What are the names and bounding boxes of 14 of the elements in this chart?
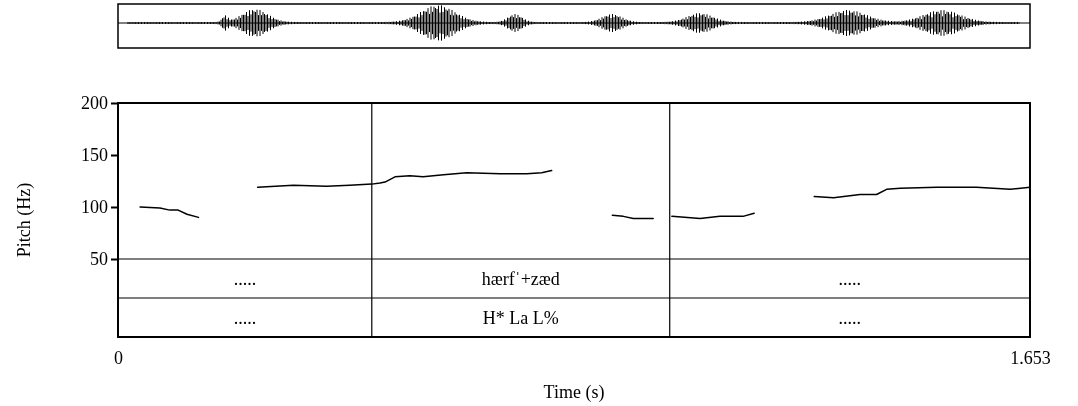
annotation: H* La L% xyxy=(482,307,559,328)
annotation: ..... xyxy=(233,307,257,328)
y-tick-label: 200 xyxy=(81,93,108,114)
x-axis-title: Time (s) xyxy=(543,382,605,403)
y-tick-label: 150 xyxy=(81,145,108,166)
annotation: ..... xyxy=(838,268,862,289)
annotation: ..... xyxy=(233,268,257,289)
annotation: hærfˈ+zæd xyxy=(481,268,560,289)
annotation: ..... xyxy=(838,307,862,328)
y-tick-label: 50 xyxy=(90,249,108,270)
y-tick-label: 100 xyxy=(81,197,108,218)
x-tick-label: 1.653 xyxy=(1010,347,1051,368)
x-tick-label: 0 xyxy=(114,347,123,368)
y-axis-title: Pitch (Hz) xyxy=(14,182,35,258)
